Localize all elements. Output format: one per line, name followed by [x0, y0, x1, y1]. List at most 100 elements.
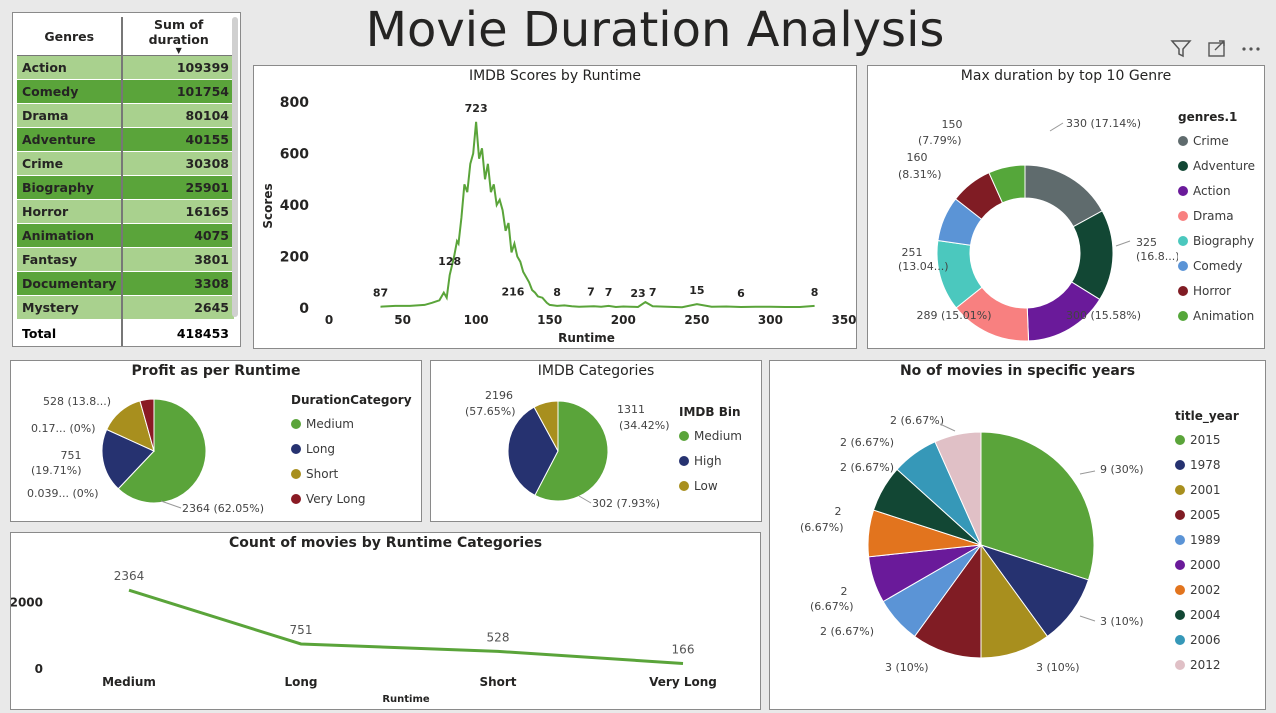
legend-item[interactable]: Animation — [1178, 303, 1255, 328]
table-scrollbar[interactable] — [232, 17, 238, 317]
data-label: 7 — [605, 286, 613, 299]
table-total-row: Total 418453 — [17, 319, 234, 346]
chart-title: Max duration by top 10 Genre — [960, 68, 1172, 84]
page-title: Movie Duration Analysis — [365, 2, 945, 58]
pie-slice — [507, 406, 559, 497]
data-label: (6.67%) — [810, 600, 854, 613]
legend-item[interactable]: 2005 — [1175, 502, 1239, 527]
legend-swatch — [1178, 310, 1188, 321]
column-header-sum-duration[interactable]: Sum of duration ▼ — [122, 17, 234, 56]
table-row[interactable]: Crime 30308 — [17, 151, 234, 176]
legend-item[interactable]: Low — [679, 473, 742, 498]
data-label: (34.42%) — [619, 419, 670, 432]
legend-item[interactable]: 1989 — [1175, 527, 1239, 552]
legend-swatch — [291, 418, 301, 429]
legend-item[interactable]: Medium — [291, 411, 412, 436]
legend-label: 2000 — [1190, 557, 1221, 572]
legend-item[interactable]: 2012 — [1175, 652, 1239, 677]
data-label: 3 (10%) — [1036, 661, 1080, 674]
table-row[interactable]: Animation 4075 — [17, 223, 234, 248]
cell-duration: 109399 — [122, 55, 234, 80]
leader-line — [1079, 470, 1096, 475]
legend-duration-category: DurationCategory Medium Long Short Very Lon… — [291, 393, 412, 511]
table-row[interactable]: Comedy 101754 — [17, 79, 234, 104]
legend-title: DurationCategory — [291, 393, 412, 407]
chart-title: No of movies in specific years — [899, 363, 1136, 379]
table-row[interactable]: Mystery 2645 — [17, 295, 234, 320]
data-label: 2 — [841, 585, 848, 598]
cell-duration: 40155 — [122, 127, 234, 152]
table-row[interactable]: Action 109399 — [17, 55, 234, 80]
legend-title: genres.1 — [1178, 110, 1238, 124]
x-tick-label: 300 — [758, 313, 783, 327]
table-row[interactable]: Fantasy 3801 — [17, 247, 234, 272]
legend-swatch — [1178, 160, 1188, 171]
y-tick-label: 0 — [35, 662, 43, 676]
data-label: 330 (17.14%) — [1066, 117, 1141, 130]
pie-slice — [934, 431, 982, 546]
y-tick-label: 400 — [280, 198, 309, 214]
table-row[interactable]: Biography 25901 — [17, 175, 234, 200]
legend-swatch — [1178, 260, 1188, 271]
table-row[interactable]: Documentary 3308 — [17, 271, 234, 296]
data-label: 2364 — [114, 569, 145, 583]
legend-label: Low — [694, 478, 718, 493]
data-label: 150 — [942, 118, 963, 131]
x-tick-label: 100 — [464, 313, 489, 327]
legend-item[interactable]: Crime — [1178, 128, 1255, 153]
legend-item[interactable]: Short — [291, 461, 412, 486]
legend-item[interactable]: Drama — [1178, 203, 1255, 228]
table-row[interactable]: Horror 16165 — [17, 199, 234, 224]
legend-item[interactable]: Long — [291, 436, 412, 461]
legend-item[interactable]: Comedy — [1178, 253, 1255, 278]
legend-label: Comedy — [1193, 258, 1243, 273]
runtime-categories-count-card: Count of movies by Runtime Categories 0 2… — [10, 532, 761, 710]
legend-item[interactable]: 2002 — [1175, 577, 1239, 602]
x-tick-label: Very Long — [649, 675, 717, 689]
legend-item[interactable]: 2001 — [1175, 477, 1239, 502]
legend-item[interactable]: Medium — [679, 423, 742, 448]
legend-item[interactable]: 2000 — [1175, 552, 1239, 577]
legend-item[interactable]: 2004 — [1175, 602, 1239, 627]
legend-swatch — [291, 493, 301, 504]
legend-item[interactable]: 2006 — [1175, 627, 1239, 652]
cell-genre: Animation — [17, 223, 124, 248]
legend-label: Horror — [1193, 283, 1232, 298]
legend-item[interactable]: Horror — [1178, 278, 1255, 303]
column-header-genres[interactable]: Genres — [17, 17, 124, 56]
filter-icon[interactable] — [1170, 38, 1192, 65]
cell-duration: 4075 — [122, 223, 234, 248]
focus-mode-icon[interactable] — [1206, 38, 1228, 65]
pie-slice — [988, 164, 1026, 204]
legend-item[interactable]: Very Long — [291, 486, 412, 511]
legend-label: Animation — [1193, 308, 1255, 323]
more-options-icon[interactable] — [1240, 38, 1262, 65]
data-label: 7 — [649, 286, 657, 299]
legend-swatch — [1178, 235, 1188, 246]
data-label: 1311 — [617, 403, 645, 416]
y-tick-label: 0 — [299, 301, 309, 317]
cell-genre: Biography — [17, 175, 124, 200]
table-row[interactable]: Drama 80104 — [17, 103, 234, 128]
legend-item[interactable]: 2015 — [1175, 427, 1239, 452]
data-label: 325 — [1136, 236, 1157, 249]
legend-label: 2015 — [1190, 432, 1221, 447]
cell-genre: Drama — [17, 103, 124, 128]
legend-item[interactable]: Adventure — [1178, 153, 1255, 178]
legend-item[interactable]: Action — [1178, 178, 1255, 203]
cell-genre: Mystery — [17, 295, 124, 320]
leader-line — [1049, 122, 1064, 132]
legend-swatch — [1178, 135, 1188, 146]
y-tick-label: 2000 — [11, 595, 43, 609]
legend-genres: genres.1 Crime Adventure Action Drama Biogra… — [1178, 110, 1255, 328]
table-row[interactable]: Adventure 40155 — [17, 127, 234, 152]
legend-item[interactable]: Biography — [1178, 228, 1255, 253]
leader-line — [578, 495, 592, 504]
pie-slice — [913, 543, 982, 659]
data-label: 23 — [630, 287, 645, 300]
legend-item[interactable]: High — [679, 448, 742, 473]
data-label: 2 (6.67%) — [840, 461, 894, 474]
cell-genre: Fantasy — [17, 247, 124, 272]
data-label: 8 — [811, 286, 819, 299]
legend-item[interactable]: 1978 — [1175, 452, 1239, 477]
